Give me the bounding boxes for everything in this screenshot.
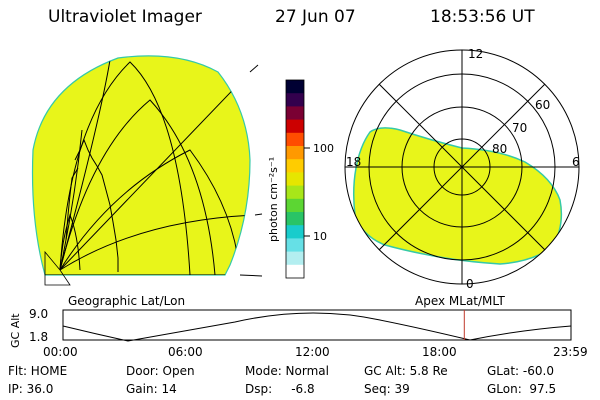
timeline-x-tick-0: 00:00 <box>43 345 78 359</box>
colorbar-band <box>286 198 304 213</box>
footer-glon: GLon: 97.5 <box>487 382 557 396</box>
footer-gain: Gain: 14 <box>126 382 177 396</box>
timeline-x-tick-1: 06:00 <box>168 345 203 359</box>
polar-plot: 12 18 6 0 60 70 80 <box>344 47 580 291</box>
mlat-label-70: 70 <box>512 121 527 135</box>
timeline-x-tick-3: 18:00 <box>422 345 457 359</box>
timeline-y-tick-bottom: 1.8 <box>29 330 48 344</box>
timeline-axis-label: GC Alt <box>9 313 22 348</box>
colorbar-band <box>286 146 304 160</box>
timeline-y-tick-top: 9.0 <box>29 307 48 321</box>
colorbar-band <box>286 238 304 253</box>
footer-ip: IP: 36.0 <box>8 382 54 396</box>
colorbar-band <box>286 106 304 121</box>
date-label: 27 Jun 07 <box>275 7 356 27</box>
timeline-x-tick-4: 23:59 <box>553 345 588 359</box>
footer-mode: Mode: Normal <box>245 364 329 378</box>
colorbar-band <box>286 159 304 173</box>
geographic-emission-disk <box>31 55 251 276</box>
footer-flight: Flt: HOME <box>8 364 68 378</box>
mlt-label-6: 6 <box>572 155 580 169</box>
mlat-label-80: 80 <box>492 142 507 156</box>
colorbar-band <box>286 251 304 266</box>
mlt-label-0: 0 <box>466 277 474 291</box>
mlat-label-60: 60 <box>535 98 550 112</box>
timeline-x-tick-2: 12:00 <box>295 345 330 359</box>
footer-seq: Seq: 39 <box>364 382 410 396</box>
footer-glat: GLat: -60.0 <box>487 364 554 378</box>
colorbar-unit-label: photon cm⁻²s⁻¹ <box>267 157 280 242</box>
footer-door: Door: Open <box>126 364 195 378</box>
right-panel-label: Apex MLat/MLT <box>415 294 505 308</box>
colorbar-band <box>286 172 304 187</box>
footer-dsp: Dsp: -6.8 <box>245 382 315 396</box>
left-panel-label: Geographic Lat/Lon <box>68 294 185 308</box>
colorbar-band <box>286 185 304 200</box>
geographic-image <box>31 55 263 286</box>
mlt-label-12: 12 <box>468 47 483 61</box>
colorbar-band <box>286 132 304 147</box>
colorbar-tick-100: 100 <box>313 142 334 155</box>
time-label: 18:53:56 UT <box>430 7 535 27</box>
mlt-label-18: 18 <box>346 155 361 169</box>
colorbar-band <box>286 225 304 239</box>
colorbar: 100 10 photon cm⁻²s⁻¹ <box>267 79 334 279</box>
altitude-timeline: 9.0 1.8 GC Alt 00:00 06:00 12:00 18:00 2… <box>9 307 588 359</box>
colorbar-band <box>286 119 304 134</box>
colorbar-band <box>286 264 304 279</box>
colorbar-band <box>286 212 304 226</box>
instrument-title: Ultraviolet Imager <box>48 7 202 27</box>
colorbar-band <box>286 80 304 94</box>
colorbar-tick-10: 10 <box>313 230 327 243</box>
colorbar-band <box>286 93 304 107</box>
footer-gc-alt: GC Alt: 5.8 Re <box>364 364 448 378</box>
